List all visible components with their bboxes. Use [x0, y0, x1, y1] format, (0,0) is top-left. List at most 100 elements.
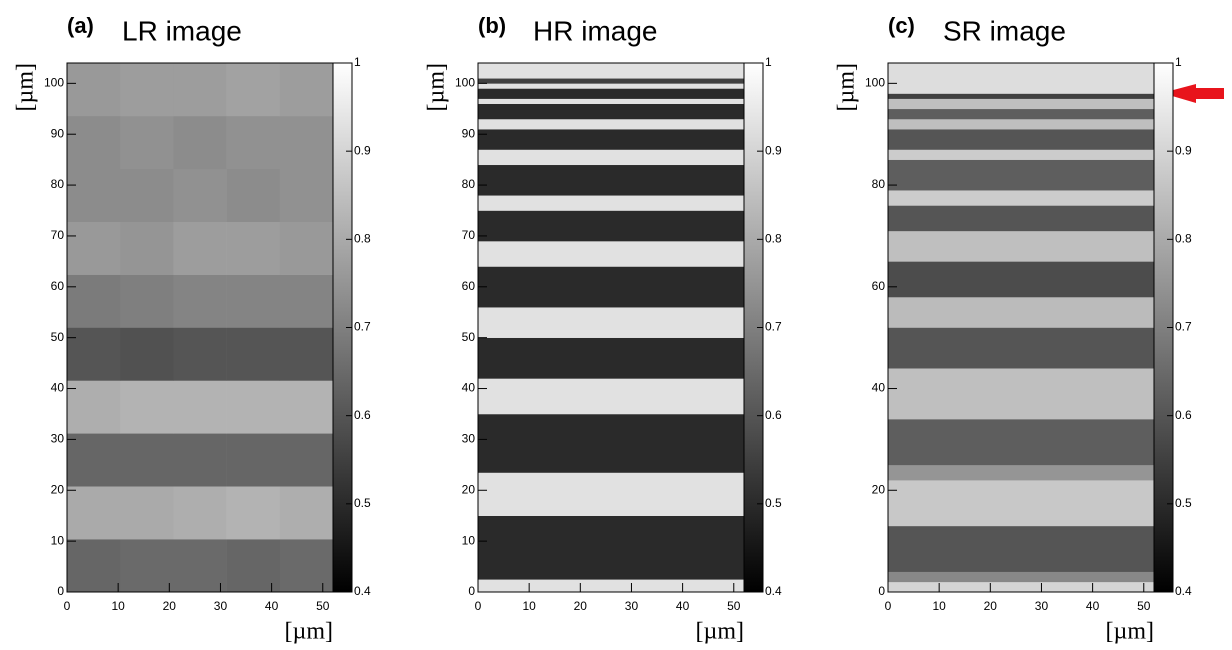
cell [888, 94, 1154, 99]
y-tick-label: 0 [468, 584, 475, 598]
colorbar-tick-label: 0.7 [354, 320, 371, 334]
cell [478, 241, 744, 267]
cell [280, 116, 334, 169]
cell [67, 275, 121, 328]
x-tick-label: 50 [316, 599, 330, 613]
y-tick-label: 20 [51, 482, 65, 496]
cell [888, 129, 1154, 150]
cell [888, 231, 1154, 262]
cell [67, 328, 121, 381]
cell [478, 307, 744, 338]
y-tick-label: 90 [51, 126, 65, 140]
cell [173, 539, 227, 592]
y-tick-label: 40 [51, 381, 65, 395]
x-tick-label: 10 [932, 599, 946, 613]
y-tick-label: 50 [462, 330, 476, 344]
cell [478, 414, 744, 473]
cell [478, 63, 744, 79]
x-tick-label: 40 [1086, 599, 1100, 613]
panel-title: HR image [533, 15, 657, 46]
colorbar-tick-label: 1 [1175, 55, 1182, 69]
panel-label: (c) [888, 13, 915, 38]
y-tick-label: 40 [872, 381, 886, 395]
cell [173, 433, 227, 486]
colorbar-tick-label: 0.7 [1175, 320, 1192, 334]
cell [888, 465, 1154, 481]
cell [120, 486, 174, 539]
cell [227, 169, 281, 222]
cell [227, 116, 281, 169]
cell [888, 190, 1154, 206]
x-tick-label: 0 [885, 599, 892, 613]
colorbar-tick-label: 0.4 [1175, 584, 1192, 598]
colorbar-tick-label: 0.9 [354, 143, 371, 157]
cell [67, 433, 121, 486]
cell [888, 109, 1154, 119]
cell [280, 380, 334, 433]
x-axis-label: [µm] [696, 619, 744, 645]
cell [888, 149, 1154, 159]
cell [888, 526, 1154, 572]
y-tick-label: 0 [57, 584, 64, 598]
y-tick-label: 60 [462, 279, 476, 293]
cell [888, 480, 1154, 526]
cell [888, 328, 1154, 369]
x-tick-label: 40 [676, 599, 690, 613]
x-tick-label: 0 [64, 599, 71, 613]
cell [227, 328, 281, 381]
y-tick-label: 80 [872, 177, 886, 191]
y-tick-label: 20 [872, 482, 886, 496]
cell [280, 486, 334, 539]
cell [227, 222, 281, 275]
colorbar-tick-label: 0.5 [1175, 496, 1192, 510]
y-tick-label: 50 [51, 330, 65, 344]
cell [478, 378, 744, 414]
y-axis-label: [µm] [834, 63, 860, 111]
cell [280, 433, 334, 486]
cell [173, 380, 227, 433]
cell [478, 99, 744, 104]
x-axis-label: [µm] [285, 619, 333, 645]
cell [280, 222, 334, 275]
cell [478, 516, 744, 580]
cell [888, 582, 1154, 592]
colorbar-tick-label: 0.5 [765, 496, 782, 510]
colorbar-tick-label: 0.6 [765, 408, 782, 422]
x-tick-label: 30 [625, 599, 639, 613]
x-tick-label: 10 [111, 599, 125, 613]
cell [478, 338, 744, 379]
x-tick-label: 40 [265, 599, 279, 613]
panel-title: LR image [122, 15, 242, 46]
cell [280, 539, 334, 592]
colorbar-tick-label: 0.4 [765, 584, 782, 598]
colorbar-tick-label: 1 [354, 55, 361, 69]
colorbar-tick-label: 0.8 [765, 232, 782, 246]
y-tick-label: 60 [872, 279, 886, 293]
cell [478, 472, 744, 516]
y-axis-label: [µm] [13, 63, 39, 111]
colorbar-tick-label: 0.5 [354, 496, 371, 510]
x-tick-label: 30 [1035, 599, 1049, 613]
cell [67, 63, 121, 116]
cell [888, 99, 1154, 109]
y-tick-label: 40 [462, 381, 476, 395]
cell [67, 486, 121, 539]
cell [173, 328, 227, 381]
cell [120, 116, 174, 169]
colorbar-tick-label: 0.4 [354, 584, 371, 598]
colorbar-tick-label: 0.6 [1175, 408, 1192, 422]
y-tick-label: 10 [51, 533, 65, 547]
colorbar-tick-label: 0.6 [354, 408, 371, 422]
y-tick-label: 100 [865, 76, 885, 90]
panel-title: SR image [943, 15, 1066, 46]
cell [888, 119, 1154, 129]
cell [888, 368, 1154, 419]
cell [888, 261, 1154, 297]
y-tick-label: 0 [878, 584, 885, 598]
y-tick-label: 70 [462, 228, 476, 242]
y-tick-label: 100 [455, 76, 475, 90]
colorbar-tick-label: 0.8 [354, 232, 371, 246]
cell [888, 63, 1154, 94]
y-tick-label: 30 [462, 432, 476, 446]
x-tick-label: 30 [214, 599, 228, 613]
